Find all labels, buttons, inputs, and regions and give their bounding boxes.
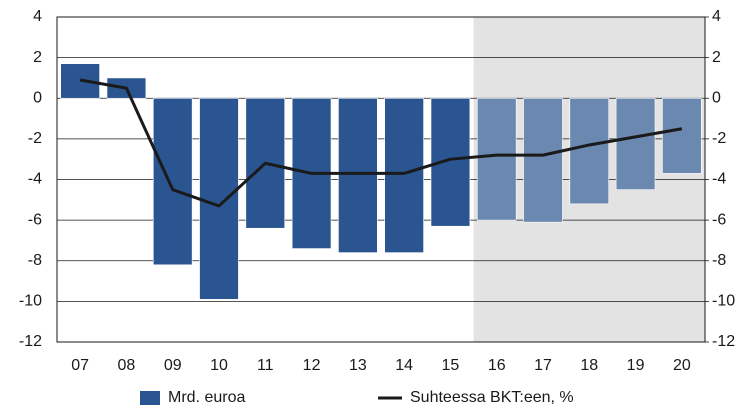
plot-frame: [56, 16, 706, 343]
y-tick-label: 2: [33, 49, 42, 66]
x-tick-label: 19: [627, 357, 645, 374]
y2-tick-label: 2: [712, 49, 721, 66]
y2-tick-label: -8: [712, 252, 726, 269]
y-tick-label: 0: [33, 89, 42, 106]
y2-tick-label: -4: [712, 171, 726, 188]
y-tick-label: -12: [19, 333, 42, 350]
bar: [152, 97, 193, 266]
y2-tick-label: -6: [712, 211, 726, 228]
bar: [523, 97, 563, 223]
x-tick-label: 12: [303, 357, 321, 374]
y-tick-label: 4: [33, 8, 42, 25]
x-tick-label: 11: [257, 357, 274, 374]
y-tick-label: -8: [28, 252, 42, 269]
y-tick-label: -6: [28, 211, 42, 228]
legend-label: Mrd. euroa: [168, 389, 245, 406]
y2-tick-label: 0: [712, 89, 721, 106]
x-tick-label: 09: [164, 357, 182, 374]
bar: [338, 97, 378, 253]
y2-tick-label: -10: [712, 293, 735, 310]
x-tick-label: 10: [210, 357, 228, 374]
x-tick-label: 20: [673, 357, 691, 374]
x-tick-label: 08: [118, 357, 136, 374]
bar: [476, 97, 517, 221]
y-tick-label: -4: [28, 171, 42, 188]
y-tick-label: -10: [19, 293, 42, 310]
x-tick-label: 13: [349, 357, 367, 374]
legend-label: Suhteessa BKT:een, %: [410, 389, 574, 406]
bar: [569, 97, 610, 205]
x-tick-label: 16: [488, 357, 506, 374]
bar: [199, 97, 239, 300]
y-tick-label: -2: [28, 130, 42, 147]
bar: [615, 97, 656, 190]
x-tick-label: 15: [442, 357, 460, 374]
y2-tick-label: -12: [712, 333, 735, 350]
legend-swatch: [140, 391, 160, 405]
x-tick-label: 17: [534, 357, 552, 374]
line: [79, 78, 683, 208]
x-tick-label: 07: [71, 357, 89, 374]
bar: [384, 97, 424, 253]
x-tick-label: 14: [395, 357, 413, 374]
y2-tick-label: 4: [712, 8, 721, 25]
bar: [662, 97, 702, 174]
y2-tick-label: -2: [712, 130, 726, 147]
x-tick-label: 18: [580, 357, 598, 374]
